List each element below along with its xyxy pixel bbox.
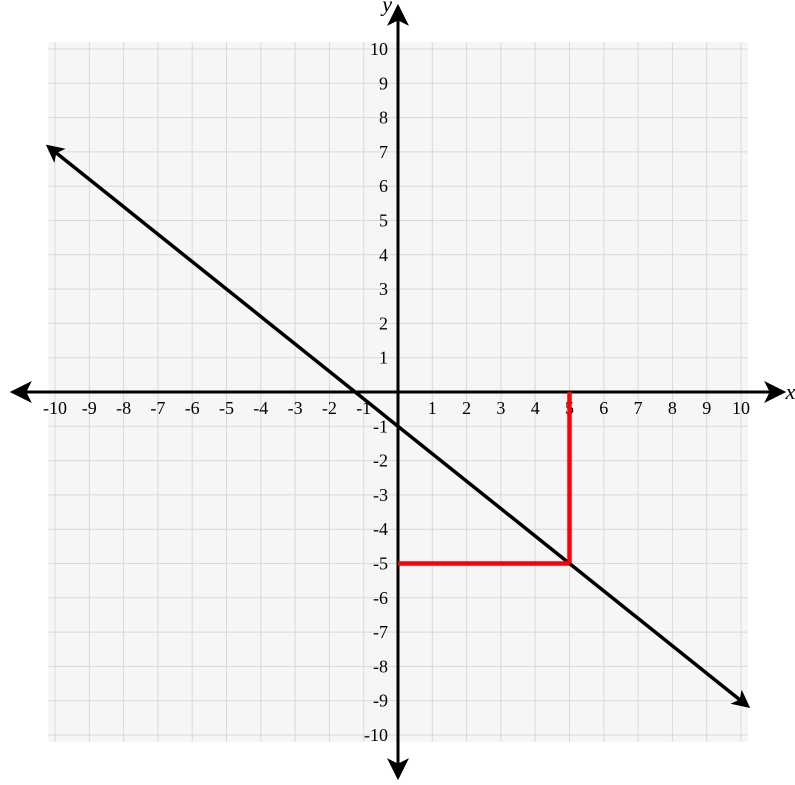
y-tick-label: 10	[370, 39, 388, 59]
x-tick-label: 4	[531, 398, 540, 418]
y-tick-label: 3	[379, 279, 388, 299]
y-tick-label: -3	[373, 485, 388, 505]
x-tick-label: -8	[116, 398, 131, 418]
y-tick-label: 7	[379, 142, 388, 162]
x-tick-label: -9	[82, 398, 97, 418]
x-tick-label: -5	[219, 398, 234, 418]
x-tick-label: -4	[253, 398, 268, 418]
x-tick-label: 8	[668, 398, 677, 418]
y-tick-label: -4	[373, 519, 388, 539]
y-tick-label: 4	[379, 245, 388, 265]
y-tick-label: 1	[379, 348, 388, 368]
x-tick-label: -6	[185, 398, 200, 418]
x-tick-label: -2	[322, 398, 337, 418]
y-tick-label: 2	[379, 313, 388, 333]
y-tick-label: -1	[373, 416, 388, 436]
x-tick-label: -10	[43, 398, 67, 418]
x-tick-label: -7	[150, 398, 165, 418]
y-tick-label: -8	[373, 656, 388, 676]
y-tick-label: -6	[373, 588, 388, 608]
y-tick-label: 5	[379, 211, 388, 231]
y-tick-label: -5	[373, 554, 388, 574]
y-tick-label: 9	[379, 73, 388, 93]
x-tick-label: 7	[634, 398, 643, 418]
coordinate-plane-chart: -10-9-8-7-6-5-4-3-2-112345678910-10-9-8-…	[0, 0, 795, 785]
x-tick-label: 3	[496, 398, 505, 418]
x-tick-label: 1	[428, 398, 437, 418]
y-tick-label: -7	[373, 622, 388, 642]
y-tick-label: -9	[373, 691, 388, 711]
x-axis-label: x	[785, 379, 795, 404]
y-tick-label: 8	[379, 108, 388, 128]
y-tick-label: 6	[379, 176, 388, 196]
x-tick-label: 9	[702, 398, 711, 418]
y-tick-label: -10	[364, 725, 388, 745]
y-tick-label: -2	[373, 451, 388, 471]
y-axis-label: y	[380, 0, 392, 16]
x-tick-label: 2	[462, 398, 471, 418]
x-tick-label: 6	[599, 398, 608, 418]
x-tick-label: -3	[288, 398, 303, 418]
x-tick-label: 10	[732, 398, 750, 418]
